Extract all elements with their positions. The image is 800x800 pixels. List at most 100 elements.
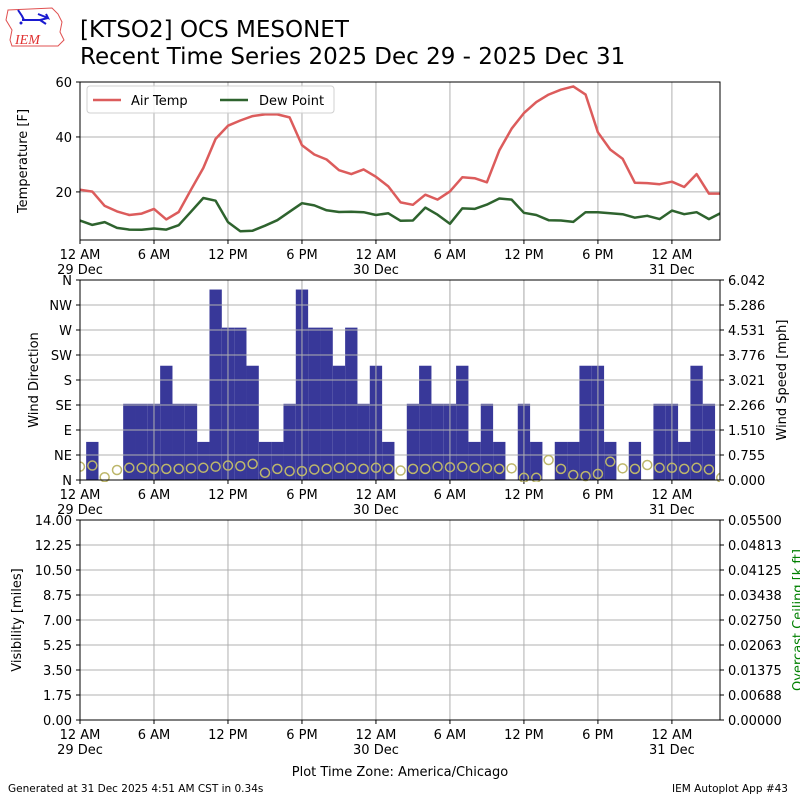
wind-speed-bar <box>604 441 617 480</box>
wind-direction-tick-label: SW <box>51 349 72 364</box>
x-tick-label: 12 AM <box>652 488 693 503</box>
wind-speed-bar <box>690 365 703 480</box>
wind-direction-marker <box>198 462 209 474</box>
wind-direction-marker <box>703 464 715 475</box>
wind-speed-bar <box>160 365 173 480</box>
x-tick-date-label: 31 Dec <box>649 743 695 758</box>
visibility-tick-label: 3.50 <box>43 664 72 679</box>
legend-box <box>86 85 335 114</box>
chart-title-line1: [KTSO2] OCS MESONET <box>80 17 349 43</box>
wind-speed-bar <box>332 365 346 480</box>
wind-speed-bar <box>209 289 222 480</box>
wind-speed-bar <box>579 365 592 480</box>
wind-direction-marker <box>87 460 98 471</box>
x-tick-label: 6 PM <box>286 248 317 263</box>
visibility-tick-label: 14.00 <box>35 514 72 529</box>
visibility-tick-label: 1.75 <box>43 689 72 704</box>
x-tick-label: 6 PM <box>582 248 613 263</box>
x-tick-date-label: 29 Dec <box>57 263 103 278</box>
wind-direction-tick-label: N <box>62 274 72 289</box>
x-tick-date-label: 31 Dec <box>649 263 695 278</box>
y-tick-label: 40 <box>55 131 72 146</box>
wind-direction-marker <box>383 463 394 475</box>
wind-speed-bar <box>320 327 333 480</box>
ceiling-tick-label: 0.03438 <box>728 589 782 604</box>
x-tick-label: 12 PM <box>504 488 544 503</box>
wind-direction-marker <box>457 461 468 472</box>
x-tick-label: 12 AM <box>652 728 693 743</box>
air-temp-line <box>80 85 720 221</box>
wind-direction-marker <box>296 465 308 477</box>
wind-speed-bar <box>172 403 185 480</box>
wind-speed-bar <box>246 365 259 480</box>
wind-speed-tick-label: 3.776 <box>728 349 765 364</box>
wind-direction-marker <box>210 461 221 472</box>
wind-speed-bar <box>431 403 444 480</box>
wind-direction-marker <box>531 472 542 482</box>
wind-direction-marker <box>358 463 369 475</box>
x-tick-label: 12 PM <box>504 248 544 263</box>
wind-direction-tick-label: SE <box>56 399 72 414</box>
wind-speed-tick-label: 5.286 <box>728 299 765 314</box>
wind-direction-marker <box>481 463 493 474</box>
wind-direction-marker <box>124 462 135 474</box>
x-tick-label: 6 PM <box>286 488 317 503</box>
wind-speed-bar <box>283 403 296 480</box>
wind-direction-marker <box>543 454 554 466</box>
wind-speed-bar <box>456 365 469 480</box>
iem-logo: IEM <box>5 7 65 48</box>
wind-direction-marker <box>407 463 419 475</box>
wind-speed-bar <box>271 441 284 480</box>
wind-direction-tick-label: E <box>64 424 72 439</box>
time-zone-label: Plot Time Zone: America/Chicago <box>292 765 508 780</box>
wind-direction-marker <box>715 472 720 482</box>
wind-direction-marker <box>284 465 295 477</box>
wind-speed-bar <box>554 441 568 480</box>
x-tick-date-label: 29 Dec <box>57 503 103 518</box>
visibility-tick-label: 7.00 <box>43 614 72 629</box>
wind-direction-marker <box>161 463 172 475</box>
wind-speed-bar <box>258 441 272 480</box>
wind-direction-marker <box>80 461 86 472</box>
wind-direction-marker <box>580 470 591 482</box>
y2-axis-label: Wind Speed [mph] <box>775 320 790 441</box>
x-tick-label: 6 PM <box>582 488 613 503</box>
x-tick-label: 12 AM <box>356 728 397 743</box>
plot-frame <box>79 279 721 481</box>
wind-direction-marker <box>136 462 147 474</box>
wind-speed-bar <box>702 403 716 480</box>
wind-direction-tick-label: NE <box>54 449 72 464</box>
wind-direction-marker <box>99 471 110 482</box>
wind-direction-marker <box>555 463 567 475</box>
wind-speed-bar <box>123 403 136 480</box>
wind-direction-marker <box>420 463 431 475</box>
visibility-tick-label: 10.50 <box>35 564 72 579</box>
wind-speed-bar <box>234 327 247 480</box>
wind-direction-marker <box>691 462 702 474</box>
x-tick-label: 12 PM <box>504 728 544 743</box>
wind-direction-marker <box>247 458 258 470</box>
wind-direction-marker <box>395 465 406 476</box>
visibility-tick-label: 8.75 <box>43 589 72 604</box>
wind-direction-tick-label: S <box>64 374 72 389</box>
wind-speed-bar <box>493 441 506 480</box>
wind-speed-bar <box>480 403 494 480</box>
wind-direction-marker <box>185 463 197 474</box>
app-label: IEM Autoplot App #43 <box>672 783 788 795</box>
y-tick-label: 60 <box>55 76 72 91</box>
wind-direction-marker <box>617 463 628 474</box>
wind-direction-marker <box>259 467 271 479</box>
x-tick-label: 6 AM <box>138 728 171 743</box>
wind-direction-marker <box>346 462 357 474</box>
x-tick-label: 12 AM <box>652 248 693 263</box>
y-axis-label: Visibility [miles] <box>10 568 25 671</box>
visibility-panel: 0.00 1.75 3.50 5.25 7.00 8.75 10.50 12.25 14.00 0… <box>10 514 800 780</box>
wind-direction-marker <box>629 463 641 475</box>
wind-speed-tick-label: 0.000 <box>728 474 765 489</box>
x-tick-label: 12 AM <box>356 248 397 263</box>
legend-label-air-temp: Air Temp <box>131 94 188 109</box>
plot-frame <box>79 519 721 721</box>
x-tick-label: 12 AM <box>60 488 101 503</box>
